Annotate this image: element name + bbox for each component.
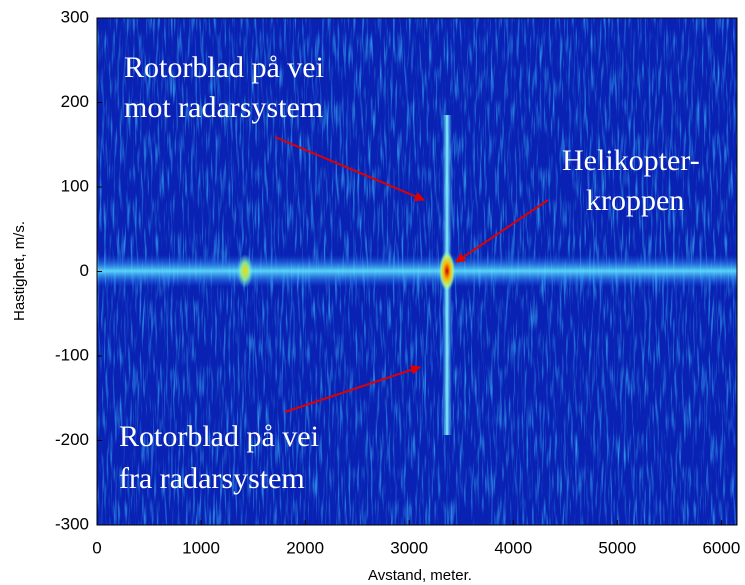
x-tick-label: 1000 bbox=[182, 538, 220, 557]
y-tick-label: -300 bbox=[55, 514, 89, 533]
x-tick-label: 5000 bbox=[598, 538, 636, 557]
annotation: Rotorblad på vei fra radarsystem bbox=[119, 420, 319, 495]
x-tick-label: 3000 bbox=[390, 538, 428, 557]
y-axis-label: Hastighet, m/s. bbox=[11, 221, 28, 321]
y-tick-label: -200 bbox=[55, 430, 89, 449]
hot-spot bbox=[439, 251, 455, 291]
y-tick-label: -100 bbox=[55, 345, 89, 364]
annotation: Rotorblad på vei mot radarsystem bbox=[124, 51, 324, 124]
zero-doppler-band bbox=[97, 255, 737, 287]
x-tick-label: 0 bbox=[92, 538, 101, 557]
x-tick-label: 2000 bbox=[286, 538, 324, 557]
annotation: Helikopter-kroppen bbox=[562, 144, 700, 217]
y-tick-label: 200 bbox=[61, 92, 89, 111]
y-tick-label: 0 bbox=[80, 261, 89, 280]
y-tick-label: 100 bbox=[61, 176, 89, 195]
y-tick-label: 300 bbox=[61, 7, 89, 26]
arrow bbox=[284, 365, 421, 413]
heatmap-image bbox=[97, 18, 737, 525]
arrow bbox=[455, 199, 549, 263]
x-tick-label: 4000 bbox=[494, 538, 532, 557]
x-tick-label: 6000 bbox=[702, 538, 740, 557]
x-axis-label: Avstand, meter. bbox=[368, 567, 472, 584]
arrow bbox=[274, 136, 425, 202]
hot-spot bbox=[237, 254, 253, 288]
